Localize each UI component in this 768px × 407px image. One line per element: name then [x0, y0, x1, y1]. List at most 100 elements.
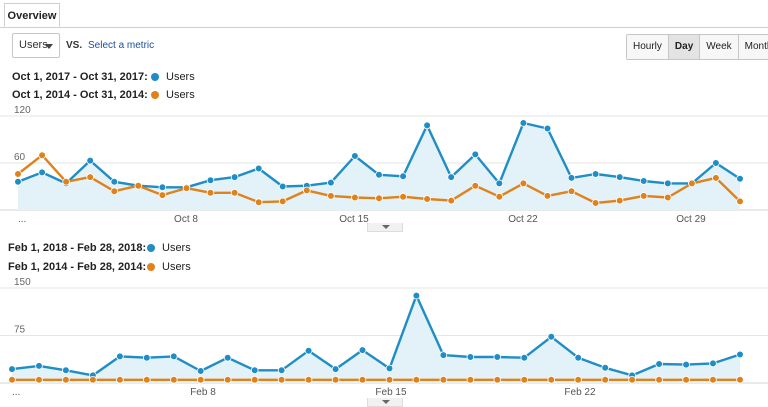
data-point-orange [86, 173, 94, 181]
data-point-blue [170, 352, 178, 361]
data-point-orange [439, 376, 448, 384]
data-point-blue [38, 168, 46, 177]
x-tick-label: ... [18, 214, 26, 222]
legend-date-range: Oct 1, 2017 - Oct 31, 2017: [12, 71, 148, 83]
data-point-orange [89, 376, 97, 384]
data-point-orange [358, 376, 367, 384]
x-tick-label: Oct 29 [676, 214, 706, 222]
data-point-orange [116, 376, 124, 384]
data-point-orange [399, 192, 407, 201]
data-point-blue [574, 353, 582, 362]
select-metric-link[interactable]: Select a metric [88, 40, 155, 51]
data-point-blue [86, 156, 94, 165]
y-tick-label: 75 [14, 325, 26, 336]
legend-series-name: Users [162, 242, 191, 254]
day-button[interactable]: Day [668, 35, 701, 59]
data-point-blue [35, 362, 43, 370]
collapse-toggle-2[interactable] [367, 398, 403, 407]
data-point-blue [196, 367, 205, 375]
data-point-blue [591, 170, 600, 178]
tab-bar: Overview [0, 0, 768, 28]
legend-dot-orange [147, 263, 155, 271]
legend-row-3: Feb 1, 2018 - Feb 28, 2018: Users [8, 242, 191, 254]
data-point-blue [547, 332, 556, 341]
data-point-blue [423, 121, 431, 130]
x-tick-label: Oct 8 [174, 214, 198, 222]
data-point-blue [230, 173, 239, 181]
vs-label: VS. [66, 40, 83, 51]
data-point-orange [471, 181, 480, 190]
data-point-blue [327, 178, 335, 187]
data-point-orange [628, 376, 636, 384]
tab-overview[interactable]: Overview [4, 3, 60, 27]
data-point-orange [327, 192, 335, 200]
x-tick-label: Oct 15 [339, 214, 369, 222]
data-point-blue [351, 152, 359, 160]
data-point-orange [655, 376, 663, 384]
chevron-down-icon [45, 44, 53, 49]
series-area-fill [12, 295, 740, 383]
data-point-orange [663, 193, 672, 202]
data-point-blue [567, 174, 576, 182]
legend-dot-blue [151, 73, 159, 81]
data-point-blue [158, 183, 167, 192]
line-chart-february: 150 75... Feb 8 Feb 15 Feb 22 [0, 277, 768, 398]
data-point-orange [8, 376, 16, 384]
data-point-blue [331, 365, 340, 373]
metric-select-value: Users [19, 39, 48, 51]
week-button[interactable]: Week [700, 35, 739, 59]
x-tick-label: Feb 8 [190, 387, 216, 398]
data-point-orange [495, 192, 504, 201]
legend-series-name: Users [166, 71, 195, 83]
data-point-blue [495, 179, 504, 188]
metric-select[interactable]: Users [12, 33, 60, 58]
data-point-orange [278, 197, 287, 206]
data-point-orange [688, 179, 696, 188]
hourly-button[interactable]: Hourly [627, 35, 669, 59]
data-point-orange [35, 376, 43, 384]
data-point-orange [62, 376, 70, 384]
legend-date-range: Feb 1, 2018 - Feb 28, 2018: [8, 242, 147, 254]
granularity-toggle: Hourly Day Week Month [626, 34, 768, 60]
data-point-orange [134, 181, 143, 190]
data-point-orange [567, 187, 576, 195]
data-point-blue [304, 346, 313, 355]
y-tick-label: 150 [14, 277, 31, 288]
data-point-orange [158, 191, 167, 199]
data-point-orange [543, 192, 552, 200]
data-point-orange [412, 376, 421, 384]
data-point-orange [110, 187, 119, 195]
data-point-blue [471, 150, 480, 159]
data-point-blue [412, 291, 421, 300]
data-point-orange [574, 376, 582, 384]
data-point-orange [351, 193, 359, 202]
legend-row-1: Oct 1, 2017 - Oct 31, 2017: Users [12, 71, 195, 83]
data-point-orange [639, 192, 648, 200]
data-point-blue [223, 353, 232, 362]
data-point-orange [38, 151, 46, 159]
data-point-blue [143, 353, 151, 362]
data-point-blue [358, 346, 367, 354]
data-point-orange [423, 195, 431, 203]
data-point-orange [736, 376, 744, 384]
data-point-orange [182, 184, 191, 192]
y-tick-label: 120 [14, 105, 31, 116]
data-point-orange [385, 376, 394, 384]
data-point-blue [639, 177, 648, 185]
data-point-orange [519, 179, 528, 188]
series-area-fill [18, 123, 740, 210]
data-point-orange [712, 174, 720, 182]
data-point-blue [543, 124, 552, 133]
collapse-toggle-1[interactable] [367, 223, 403, 232]
data-point-blue [254, 164, 263, 173]
month-button[interactable]: Month [738, 35, 768, 59]
data-point-blue [615, 173, 624, 181]
data-point-blue [709, 359, 717, 368]
data-point-orange [14, 170, 22, 178]
y-tick-label: 60 [14, 152, 26, 163]
x-tick-label: ... [12, 387, 20, 398]
data-point-blue [250, 366, 259, 375]
legend-dot-blue [147, 244, 155, 252]
legend-series-name: Users [166, 89, 195, 101]
data-point-orange [302, 186, 311, 195]
